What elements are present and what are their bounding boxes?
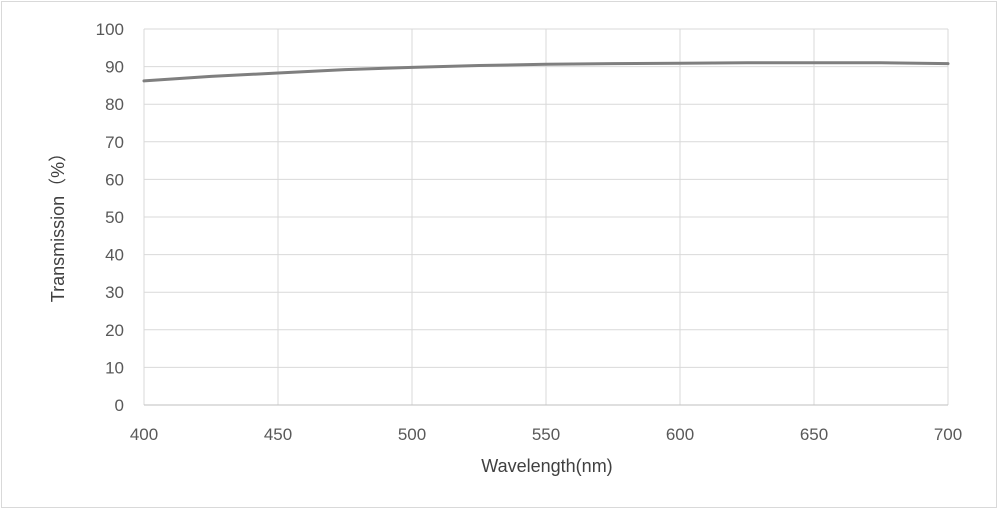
x-axis-title: Wavelength(nm): [481, 456, 612, 476]
y-tick-50: 50: [105, 208, 124, 227]
y-tick-10: 10: [105, 358, 124, 377]
y-tick-60: 60: [105, 170, 124, 189]
x-tick-550: 550: [532, 425, 560, 444]
y-tick-0: 0: [115, 396, 124, 415]
y-tick-80: 80: [105, 95, 124, 114]
y-tick-90: 90: [105, 58, 124, 77]
x-tick-600: 600: [666, 425, 694, 444]
x-tick-400: 400: [130, 425, 158, 444]
x-tick-450: 450: [264, 425, 292, 444]
y-tick-40: 40: [105, 246, 124, 265]
y-tick-20: 20: [105, 321, 124, 340]
y-tick-70: 70: [105, 133, 124, 152]
y-tick-100: 100: [96, 20, 124, 39]
x-tick-700: 700: [934, 425, 962, 444]
y-tick-30: 30: [105, 283, 124, 302]
x-tick-500: 500: [398, 425, 426, 444]
y-tick-labels: 0 10 20 30 40 50 60 70 80 90 100: [96, 20, 124, 415]
y-axis-title: Transmission（%）: [48, 144, 68, 302]
x-tick-labels: 400 450 500 550 600 650 700: [130, 425, 962, 444]
x-tick-650: 650: [800, 425, 828, 444]
